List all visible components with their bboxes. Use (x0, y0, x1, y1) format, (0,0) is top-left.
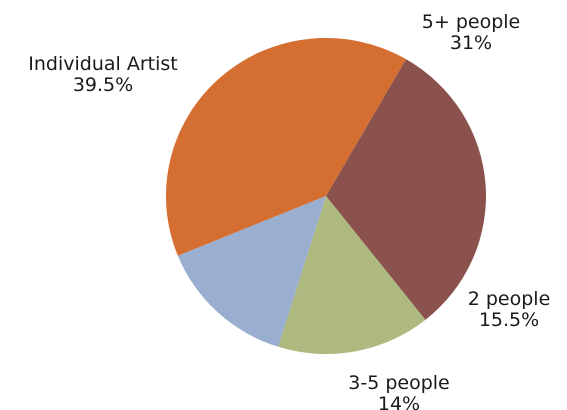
slice-label: 2 people (468, 288, 551, 310)
slice-value-label: 15.5% (479, 309, 539, 331)
pie-slice-individual-artist (165, 38, 406, 256)
pie-slices (165, 38, 486, 354)
slice-value-label: 39.5% (73, 74, 133, 96)
pie-slice-3-5-people (177, 196, 326, 347)
pie-slice-5-people (326, 59, 486, 320)
slice-value-label: 31% (450, 32, 492, 54)
pie-slice-2-people (278, 196, 426, 354)
slice-label: Individual Artist (28, 53, 177, 75)
slice-value-label: 14% (378, 393, 420, 410)
slice-label: 3-5 people (348, 372, 449, 394)
slice-label: 5+ people (422, 11, 520, 33)
